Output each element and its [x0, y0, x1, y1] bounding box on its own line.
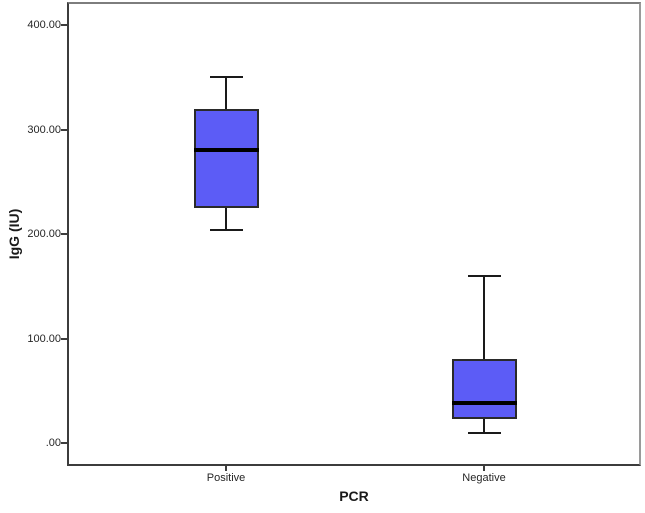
- y-axis-title: IgG (IU): [6, 208, 22, 260]
- median-line-positive: [193, 148, 259, 153]
- box-positive: [193, 108, 259, 208]
- plot-area: [67, 2, 641, 466]
- y-tick-mark: [61, 128, 67, 131]
- upper-whisker-cap-positive: [209, 76, 243, 79]
- median-line-negative: [451, 401, 517, 406]
- y-tick-label: 400.00: [27, 19, 61, 31]
- lower-whisker-positive: [225, 207, 227, 230]
- lower-whisker-cap-negative: [467, 431, 501, 434]
- y-tick-label: 200.00: [27, 228, 61, 240]
- x-tick-label-negative: Negative: [462, 472, 506, 484]
- x-axis-title: PCR: [339, 488, 369, 504]
- x-tick-mark: [483, 465, 485, 471]
- lower-whisker-negative: [483, 418, 485, 433]
- upper-whisker-cap-negative: [467, 274, 501, 277]
- box-negative: [451, 359, 517, 419]
- x-tick-label-positive: Positive: [206, 472, 246, 484]
- upper-whisker-negative: [483, 275, 485, 360]
- y-tick-mark: [61, 337, 67, 340]
- y-tick-label: 300.00: [27, 123, 61, 136]
- y-tick-mark: [61, 442, 67, 444]
- y-tick-mark: [61, 24, 67, 26]
- y-tick-label: 100.00: [27, 332, 61, 345]
- y-tick-label: .00: [45, 437, 61, 449]
- upper-whisker-positive: [225, 77, 227, 109]
- lower-whisker-cap-positive: [209, 228, 243, 231]
- x-tick-mark: [225, 465, 227, 471]
- y-tick-mark: [61, 233, 67, 235]
